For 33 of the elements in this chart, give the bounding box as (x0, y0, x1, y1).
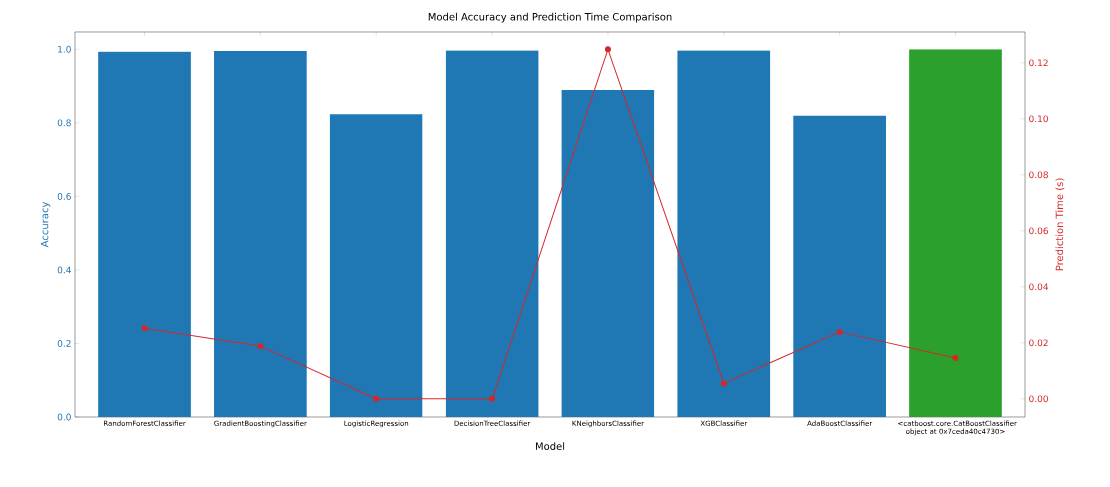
bar (793, 115, 886, 417)
chart-title: Model Accuracy and Prediction Time Comparison (428, 12, 672, 23)
x-axis-title: Model (535, 442, 565, 450)
bar (561, 90, 655, 417)
y2-tick-label: 0.10 (1029, 115, 1048, 123)
point (489, 395, 496, 402)
y-tick-label: 0.0 (57, 413, 71, 421)
y2-tick-label: 0.12 (1029, 59, 1048, 67)
bar (329, 114, 423, 417)
y2-tick-label: 0.02 (1029, 339, 1048, 347)
y-tick-label: 0.2 (57, 340, 71, 347)
bar (445, 50, 539, 417)
y-tick-label: 0.6 (57, 192, 71, 200)
point (720, 380, 727, 387)
point (141, 325, 148, 332)
point (604, 46, 611, 53)
y2-axis-title: Prediction Time (s) (1055, 178, 1065, 271)
point (952, 354, 959, 361)
point (836, 328, 843, 335)
y-tick-label: 0.4 (57, 266, 71, 274)
y2-tick-label: 0.04 (1029, 283, 1049, 291)
y-axis-title: Accuracy (40, 201, 51, 248)
bar (214, 51, 307, 417)
y-tick-label: 0.8 (57, 119, 71, 127)
point (373, 395, 380, 402)
bar (909, 49, 1002, 417)
point (257, 343, 264, 350)
bar (98, 51, 191, 417)
y2-tick-label: 0.08 (1029, 171, 1048, 179)
bar (677, 50, 771, 417)
y-tick-label: 1.0 (58, 45, 71, 53)
y2-tick-label: 0.06 (1029, 227, 1049, 235)
y2-tick-label: 0.00 (1029, 395, 1048, 403)
